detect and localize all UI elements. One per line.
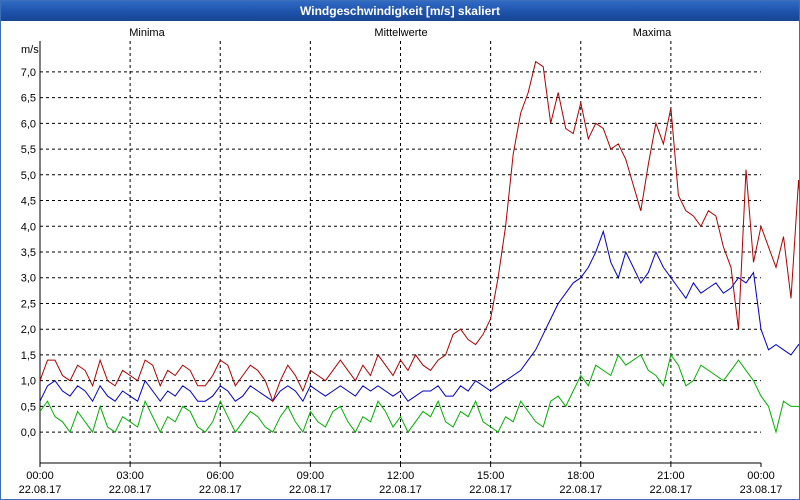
y-tick-label: 1,0 <box>21 376 36 388</box>
x-tick-time: 12:00 <box>387 470 415 482</box>
legend-mittelwerte: Mittelwerte <box>374 27 427 39</box>
y-tick-label: 0,5 <box>21 401 36 413</box>
series-line-max <box>39 60 799 403</box>
x-tick-labels: 00:00 22.08.17 03:00 22.08.17 06:00 22.08.17 0… <box>19 470 783 496</box>
x-tick-date: 22.08.17 <box>199 484 242 496</box>
grid <box>40 41 761 463</box>
y-tick-label: 0,0 <box>21 427 36 439</box>
y-tick-label: 2,0 <box>21 324 36 336</box>
y-tick-label: 2,5 <box>21 298 36 310</box>
y-tick-label: 4,0 <box>21 221 36 233</box>
y-tick-labels: 0,0 0,5 1,0 1,5 2,0 2,5 3,0 3,5 4,0 4,5 5,0 5,5 6,0 6… <box>21 67 36 439</box>
x-tick-date: 22.08.17 <box>559 484 602 496</box>
axes <box>39 41 762 467</box>
y-tick-label: 1,5 <box>21 350 36 362</box>
x-tick-date: 22.08.17 <box>289 484 332 496</box>
x-tick-date: 22.08.17 <box>379 484 422 496</box>
x-tick-date: 22.08.17 <box>109 484 152 496</box>
y-tick-label: 4,5 <box>21 196 36 208</box>
x-tick-time: 00:00 <box>747 470 775 482</box>
legend: Minima Mittelwerte Maxima <box>129 27 672 39</box>
series-line-min <box>39 353 799 435</box>
wind-speed-chart: 0,0 0,5 1,0 1,5 2,0 2,5 3,0 3,5 4,0 4,5 5,0 5,5 6,0 6… <box>19 27 799 496</box>
y-axis-unit: m/s <box>21 44 39 56</box>
x-tick-time: 09:00 <box>297 470 325 482</box>
x-tick-time: 21:00 <box>657 470 685 482</box>
y-tick-label: 3,5 <box>21 247 36 259</box>
y-tick-label: 5,0 <box>21 170 36 182</box>
x-tick-time: 03:00 <box>116 470 144 482</box>
x-tick-time: 18:00 <box>567 470 595 482</box>
x-tick-time: 00:00 <box>26 470 54 482</box>
x-tick-date: 22.08.17 <box>19 484 62 496</box>
x-tick-time: 15:00 <box>477 470 505 482</box>
legend-minima: Minima <box>129 27 165 39</box>
y-tick-label: 6,0 <box>21 118 36 130</box>
x-tick-date: 22.08.17 <box>649 484 692 496</box>
x-tick-date: 22.08.17 <box>469 484 512 496</box>
series-line-mean <box>39 229 799 403</box>
y-tick-label: 5,5 <box>21 144 36 156</box>
x-tick-date: 23.08.17 <box>740 484 783 496</box>
y-tick-label: 7,0 <box>21 67 36 79</box>
series-lines <box>39 60 799 435</box>
x-tick-time: 06:00 <box>206 470 234 482</box>
legend-maxima: Maxima <box>633 27 672 39</box>
window-title: Windgeschwindigkeit [m/s] skaliert <box>1 1 799 21</box>
y-tick-label: 3,0 <box>21 273 36 285</box>
y-tick-label: 6,5 <box>21 93 36 105</box>
